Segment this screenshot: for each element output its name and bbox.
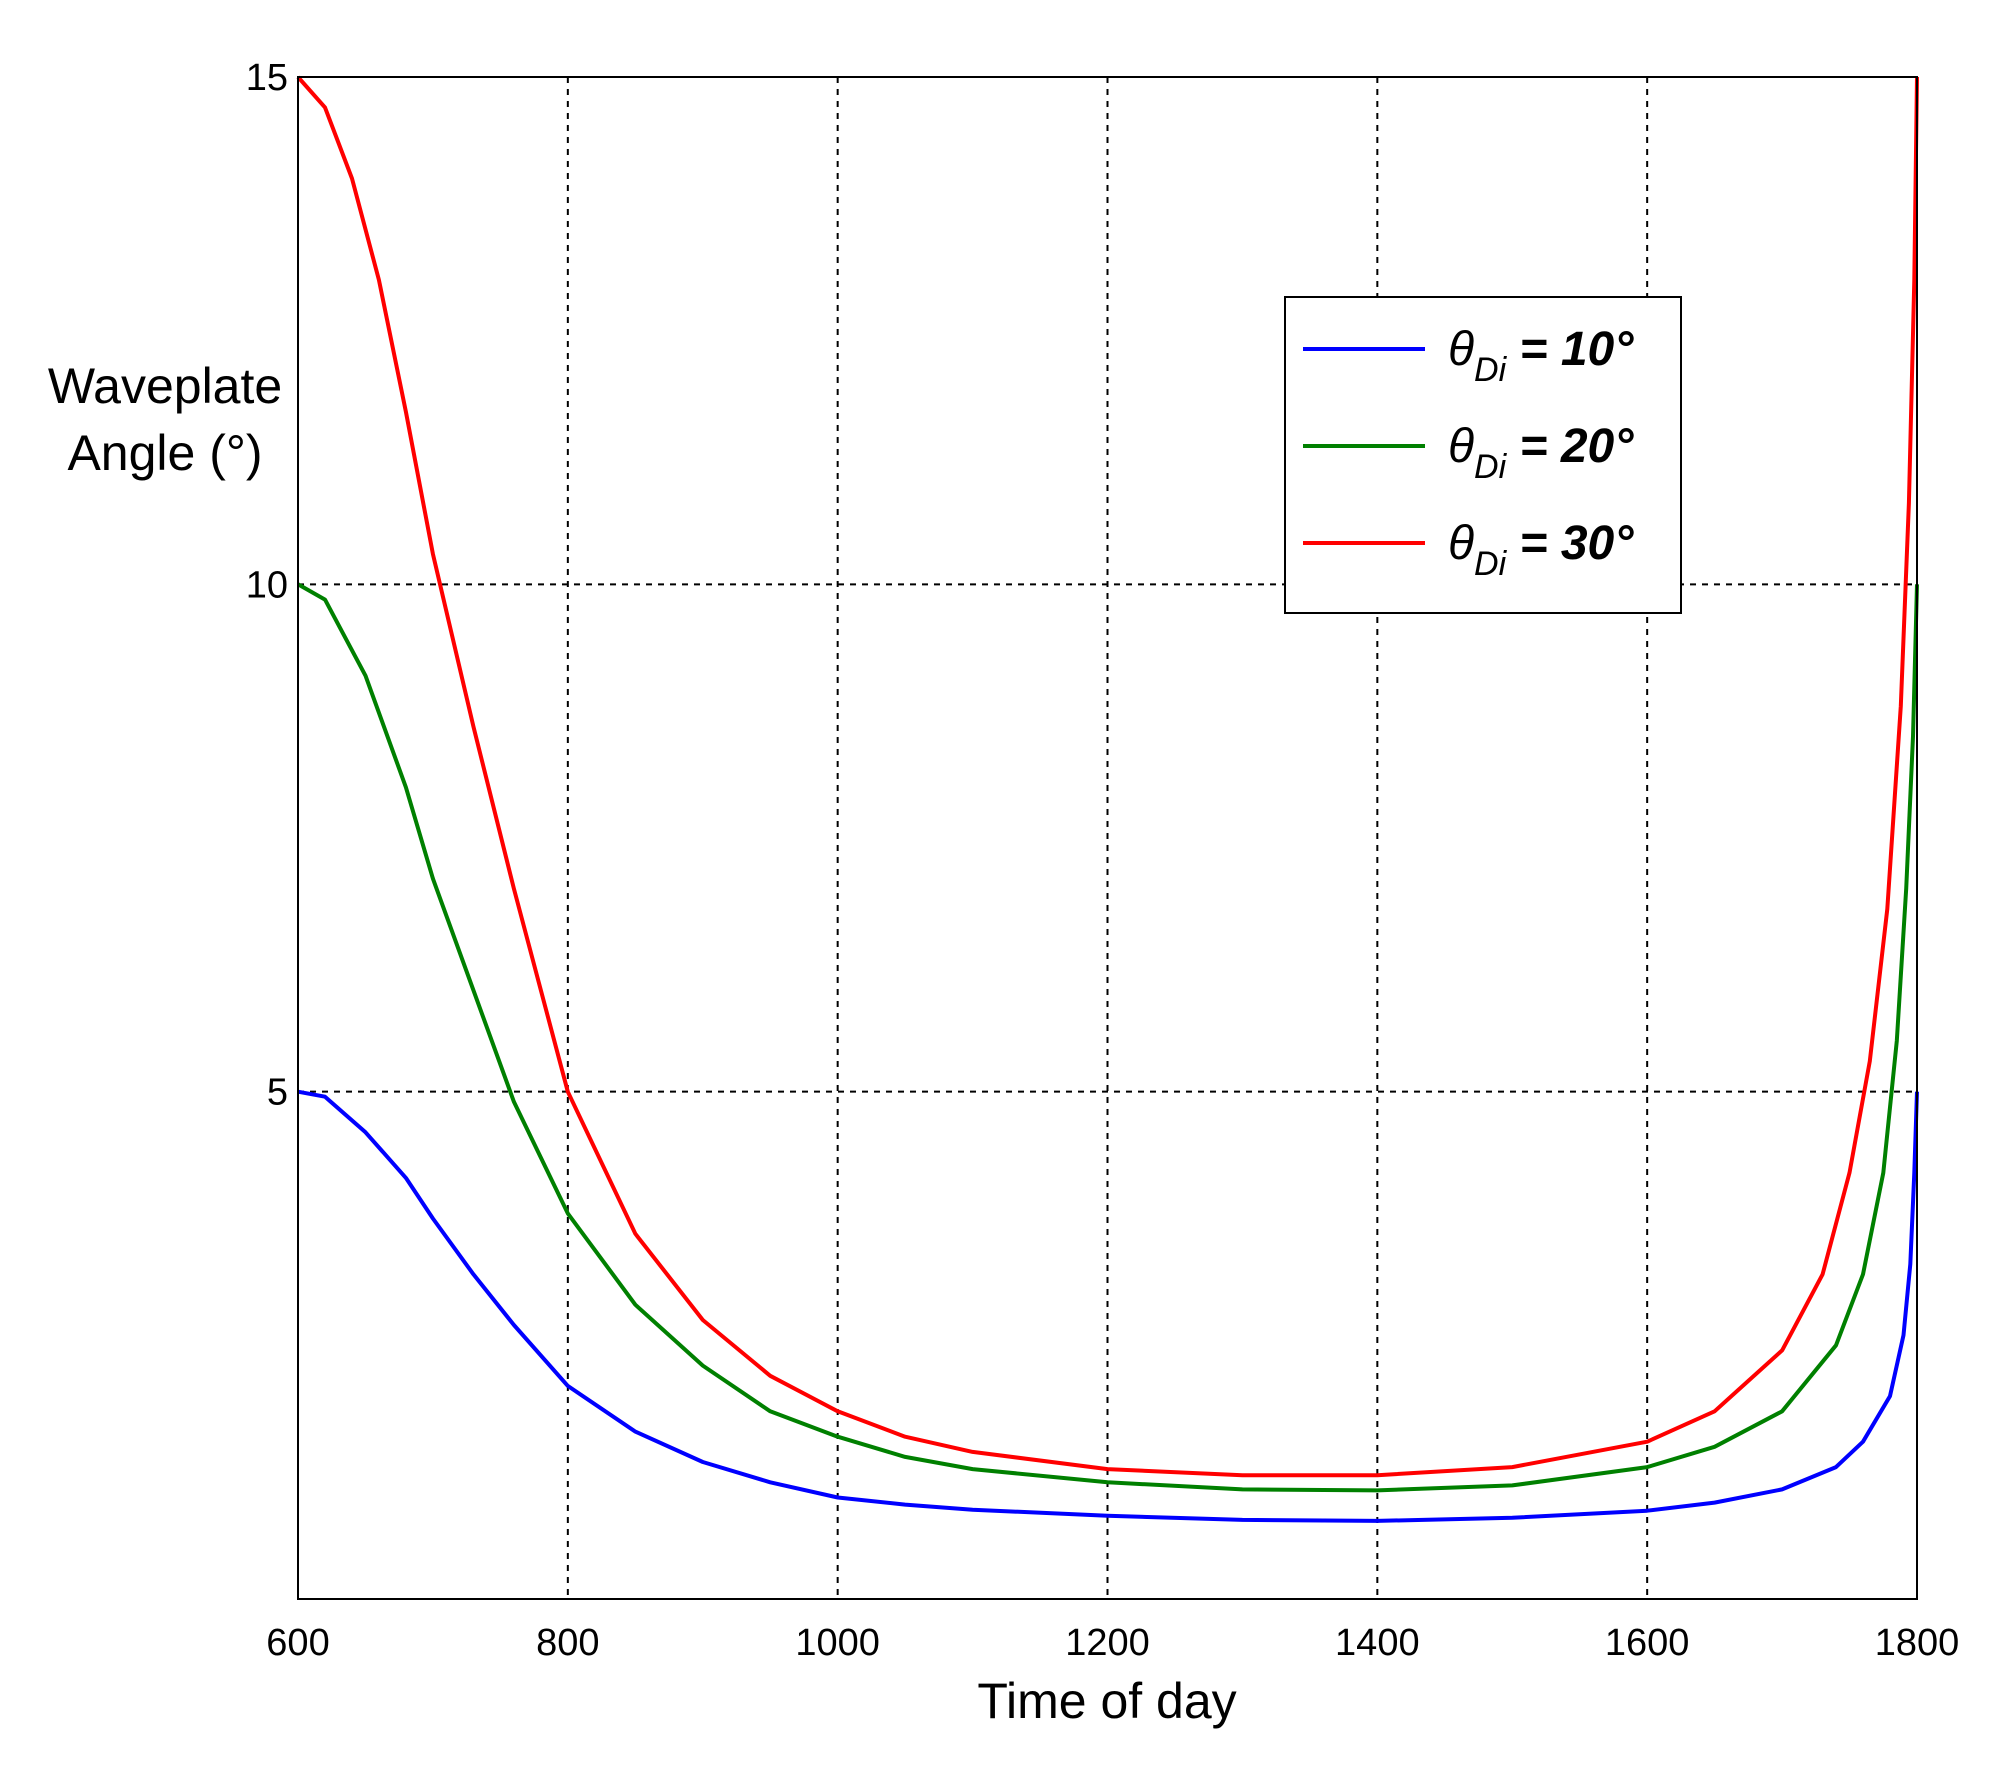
plot-frame (297, 76, 1918, 1600)
y-tick-labels: 5 10 15 (246, 57, 288, 1114)
x-axis-title: Time of day (977, 1673, 1236, 1729)
y-tick-label: 15 (246, 57, 288, 99)
y-tick-label: 5 (267, 1072, 288, 1114)
x-tick-label: 600 (266, 1622, 329, 1664)
x-tick-label: 1600 (1605, 1622, 1690, 1664)
series-line-3 (296, 75, 1919, 1478)
x-tick-label: 1800 (1875, 1622, 1960, 1664)
y-tick-label: 10 (246, 564, 288, 606)
x-tick-label: 1000 (795, 1622, 880, 1664)
x-tick-label: 1200 (1065, 1622, 1150, 1664)
y-axis-title-line-1: Waveplate (48, 358, 282, 414)
series-line-2 (297, 582, 1919, 1493)
legend-label-2: θDi = 20° (1448, 420, 1634, 486)
legend-entries: θDi = 10° θDi = 20° θDi = 30° (1303, 323, 1634, 583)
series-group (296, 75, 1919, 1523)
x-tick-labels: 600 800 1000 1200 1400 1600 1800 (266, 1622, 1959, 1664)
y-axis-title-line-2: Angle (°) (67, 425, 262, 481)
series-line-1 (297, 1089, 1919, 1523)
legend-label-1: θDi = 10° (1448, 323, 1634, 389)
legend: θDi = 10° θDi = 20° θDi = 30° (1284, 296, 1682, 614)
legend-label-3: θDi = 30° (1448, 517, 1634, 583)
x-tick-label: 800 (536, 1622, 599, 1664)
x-tick-label: 1400 (1335, 1622, 1420, 1664)
